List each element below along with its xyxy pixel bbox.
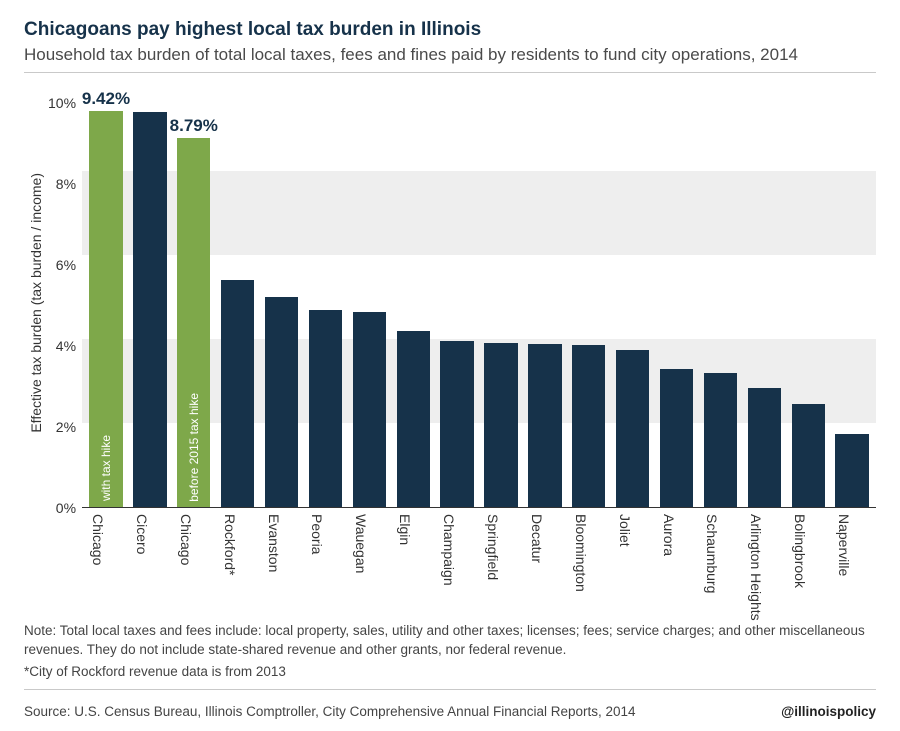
y-axis: 0%2%4%6%8%10% [48, 87, 82, 509]
x-axis: Chicago Cicero Chicago Rockford* Evanston Peo… [48, 508, 876, 618]
bar [572, 345, 605, 507]
bar [397, 331, 430, 508]
y-tick-label: 2% [56, 419, 76, 435]
x-tick-label: Chicago [178, 514, 194, 565]
x-tick-label: Wauegan [353, 514, 369, 573]
bar [265, 297, 298, 507]
bar-cell [830, 87, 874, 508]
bar [133, 112, 166, 507]
x-tick-label: Aurora [661, 514, 677, 556]
bar [309, 310, 342, 508]
bar-cell [699, 87, 743, 508]
footnote-2: *City of Rockford revenue data is from 2… [24, 663, 876, 681]
x-tick-label: Champaign [441, 514, 457, 586]
bar-cell [303, 87, 347, 508]
x-tick-label: Evanston [266, 514, 282, 572]
x-tick-label: Peoria [309, 514, 325, 554]
chart-container: Chicagoans pay highest local tax burden … [0, 0, 900, 731]
bar-cell [216, 87, 260, 508]
bar [440, 341, 473, 507]
bar [616, 350, 649, 508]
bar-cell [655, 87, 699, 508]
y-tick-label: 8% [56, 176, 76, 192]
bar [792, 404, 825, 507]
x-tick-label: Bolingbrook [792, 514, 808, 588]
x-tick-label: Springfield [485, 514, 501, 580]
bar-cell [347, 87, 391, 508]
bar [528, 344, 561, 507]
y-axis-label: Effective tax burden (tax burden / incom… [24, 173, 48, 433]
bar [484, 343, 517, 507]
bar-cell [391, 87, 435, 508]
bar [835, 434, 868, 508]
x-tick-label: Schaumburg [704, 514, 720, 593]
x-tick-label: Rockford* [222, 514, 238, 575]
bar [221, 280, 254, 507]
bar [660, 369, 693, 508]
footnote-1: Note: Total local taxes and fees include… [24, 622, 876, 658]
bar-inner-label: before 2015 tax hike [187, 393, 201, 502]
plot-region: 9.42% with tax hike 8.79% before 2015 tax h… [82, 87, 876, 509]
bar [748, 388, 781, 508]
y-tick-label: 6% [56, 257, 76, 273]
y-tick-label: 4% [56, 338, 76, 354]
x-tick-label: Arlington Heights [748, 514, 764, 621]
x-tick-label: Bloomington [573, 514, 589, 592]
bar-cell [523, 87, 567, 508]
bar-cell [786, 87, 830, 508]
bar-highlight: 9.42%with tax hike [89, 111, 122, 507]
bar-cell: 8.79% before 2015 tax hike [172, 87, 216, 508]
chart-title: Chicagoans pay highest local tax burden … [24, 18, 876, 42]
bar [704, 373, 737, 508]
bar-cell [567, 87, 611, 508]
bar-value-label: 8.79% [170, 116, 218, 136]
bar-value-label: 9.42% [82, 89, 130, 109]
attribution-handle: @illinoispolicy [781, 704, 876, 719]
bar-cell [479, 87, 523, 508]
bar-cell [128, 87, 172, 508]
bar-cell: 9.42% with tax hike [84, 87, 128, 508]
chart-area: Effective tax burden (tax burden / incom… [24, 87, 876, 619]
divider [24, 72, 876, 73]
bar-cell [435, 87, 479, 508]
bar-cell [260, 87, 304, 508]
bar-inner-label: with tax hike [99, 435, 113, 501]
bar-cell [742, 87, 786, 508]
y-tick-label: 10% [48, 95, 76, 111]
footer: Source: U.S. Census Bureau, Illinois Com… [24, 704, 876, 719]
divider [24, 689, 876, 690]
x-tick-label: Chicago [90, 514, 106, 565]
source-text: Source: U.S. Census Bureau, Illinois Com… [24, 704, 636, 719]
bar [353, 312, 386, 508]
bar-cell [611, 87, 655, 508]
x-tick-label: Joliet [617, 514, 633, 547]
x-tick-label: Elgin [397, 514, 413, 545]
chart-subtitle: Household tax burden of total local taxe… [24, 44, 876, 66]
x-tick-label: Cicero [134, 514, 150, 554]
y-tick-label: 0% [56, 500, 76, 516]
x-tick-label: Decatur [529, 514, 545, 563]
bar-highlight: 8.79%before 2015 tax hike [177, 138, 210, 508]
x-tick-label: Naperville [836, 514, 852, 576]
